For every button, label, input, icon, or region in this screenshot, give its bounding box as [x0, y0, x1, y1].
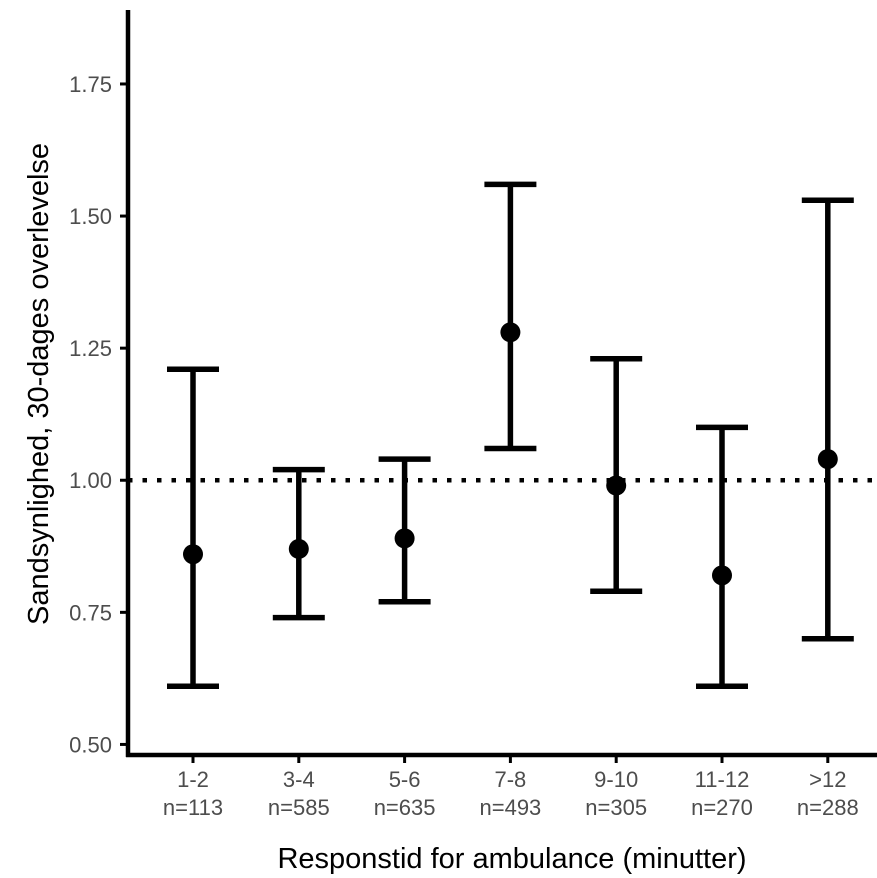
y-tick-label: 1.25 — [69, 336, 112, 361]
y-axis-title: Sandsynlighed, 30-dages overlevelse — [23, 143, 55, 625]
point-6 — [817, 449, 838, 470]
point-3 — [500, 322, 521, 343]
point-2 — [394, 528, 415, 549]
x-tick-n-label: n=288 — [797, 795, 859, 820]
y-tick-label: 1.00 — [69, 468, 112, 493]
point-5 — [712, 565, 732, 586]
x-tick-label: 5-6 — [389, 767, 421, 792]
chart-marks — [128, 181, 877, 690]
x-axis-title: Responstid for ambulance (minutter) — [277, 843, 746, 875]
x-tick-n-label: n=635 — [374, 795, 436, 820]
x-tick-n-label: n=585 — [268, 795, 330, 820]
x-tick-label: 11-12 — [695, 767, 750, 792]
y-tick-label: 1.75 — [69, 72, 112, 97]
x-axis-ticks: 1-2 n=113 3-4 n=585 5-6 n=635 7-8 n=493 9-10 n=30… — [163, 755, 859, 820]
point-0 — [183, 544, 203, 565]
point-1 — [288, 538, 309, 559]
point-4 — [606, 475, 627, 496]
x-tick-label: 7-8 — [495, 767, 527, 792]
y-tick-label: 1.50 — [69, 204, 112, 229]
x-tick-label: 1-2 — [177, 767, 209, 792]
x-tick-n-label: n=270 — [691, 795, 753, 820]
x-tick-n-label: n=493 — [480, 795, 542, 820]
y-tick-label: 0.50 — [69, 732, 112, 757]
x-tick-n-label: n=113 — [163, 795, 223, 820]
y-tick-label: 0.75 — [69, 600, 112, 625]
x-tick-label: >12 — [809, 767, 846, 792]
x-tick-label: 9-10 — [594, 767, 638, 792]
y-axis-ticks: 0.50 0.75 1.00 1.25 1.50 1.75 — [69, 72, 128, 757]
x-tick-n-label: n=305 — [585, 795, 647, 820]
x-tick-label: 3-4 — [283, 767, 315, 792]
